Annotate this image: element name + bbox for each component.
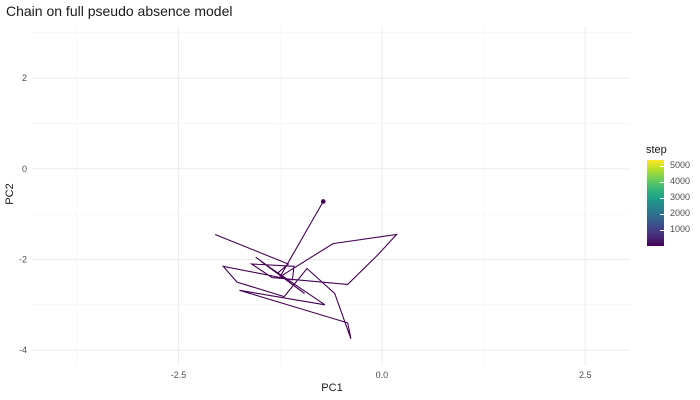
x-axis-title: PC1 xyxy=(321,382,343,394)
y-axis-title: PC2 xyxy=(4,183,16,205)
chart-title: Chain on full pseudo absence model xyxy=(6,3,233,19)
x-tick-label: -2.5 xyxy=(171,370,187,380)
legend-tick xyxy=(660,166,664,168)
y-tick-label: 2 xyxy=(22,73,27,83)
legend-tick xyxy=(660,182,664,184)
y-tick-label: -2 xyxy=(19,254,27,264)
chain-series xyxy=(214,199,398,339)
legend-label: 2000 xyxy=(670,208,691,219)
tick-labels: -2.5 0.0 2.5 -4 -2 0 2 xyxy=(19,73,592,380)
legend-label: 1000 xyxy=(670,224,691,235)
grid xyxy=(32,26,630,366)
legend-label: 5000 xyxy=(670,160,691,171)
chain-line xyxy=(214,201,398,339)
legend-tick xyxy=(660,198,664,200)
x-tick-label: 2.5 xyxy=(579,370,592,380)
y-tick-label: -4 xyxy=(19,345,27,355)
legend-label: 4000 xyxy=(670,176,691,187)
y-tick-label: 0 xyxy=(22,164,27,174)
legend-tick xyxy=(660,214,664,216)
start-point xyxy=(320,199,326,204)
legend-tick xyxy=(660,230,664,232)
legend-colorbar xyxy=(647,160,664,246)
x-tick-label: 0.0 xyxy=(376,370,389,380)
legend-label: 3000 xyxy=(670,192,691,203)
legend-title: step xyxy=(646,144,667,156)
